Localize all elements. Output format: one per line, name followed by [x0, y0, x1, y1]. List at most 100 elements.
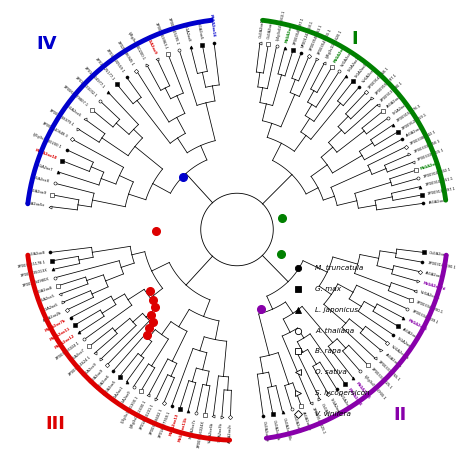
Text: XP003359963.1: XP003359963.1 — [154, 22, 168, 50]
Text: AtGA2ox5x: AtGA2ox5x — [25, 202, 45, 208]
Text: AtGA2ox2d: AtGA2ox2d — [425, 271, 446, 280]
Text: IV: IV — [36, 35, 57, 53]
Text: A. thaliana: A. thaliana — [315, 328, 355, 334]
Text: XP014620559.1: XP014620559.1 — [105, 48, 125, 74]
Text: MtGA2ox7d: MtGA2ox7d — [422, 281, 446, 291]
Text: XP0065379807.1: XP0065379807.1 — [63, 85, 89, 108]
Text: MtGA2ox7b: MtGA2ox7b — [45, 319, 67, 333]
Text: SlGA2ox8: SlGA2ox8 — [183, 24, 191, 43]
Text: VvGA2ox2: VvGA2ox2 — [362, 67, 377, 84]
Text: XP009151197.1: XP009151197.1 — [374, 73, 398, 96]
Text: VvGA2ox6b: VvGA2ox6b — [208, 421, 215, 443]
Text: SlGA2ox1: SlGA2ox1 — [111, 385, 125, 402]
Text: XP014625177.1: XP014625177.1 — [94, 57, 115, 82]
Text: XP009132897.1: XP009132897.1 — [427, 187, 456, 196]
Text: AtGA2ox4: AtGA2ox4 — [406, 126, 424, 138]
Text: XP003540648.3: XP003540648.3 — [41, 121, 68, 138]
Text: V. vinifera: V. vinifera — [315, 411, 351, 417]
Text: MtGA2ox2: MtGA2ox2 — [284, 21, 293, 43]
Text: XP014631032.1: XP014631032.1 — [74, 76, 97, 99]
Text: O. sativa: O. sativa — [315, 369, 347, 375]
Text: OsGA2ox6: OsGA2ox6 — [96, 374, 111, 391]
Text: MtGA2ox11b: MtGA2ox11b — [178, 416, 189, 442]
Text: MtGA2ox1: MtGA2ox1 — [333, 43, 347, 64]
Text: XP009125359.1: XP009125359.1 — [401, 112, 428, 131]
Text: XP003335856.1: XP003335856.1 — [414, 139, 442, 154]
Text: SlGA2ox9: SlGA2ox9 — [119, 390, 132, 407]
Text: NP001242558.1: NP001242558.1 — [301, 20, 315, 48]
Text: VvGA2ox1: VvGA2ox1 — [340, 50, 354, 68]
Text: OsGA2ox2: OsGA2ox2 — [320, 403, 332, 421]
Text: SlGA2ox10: SlGA2ox10 — [347, 54, 363, 73]
Text: OsGA2ox8: OsGA2ox8 — [26, 251, 45, 257]
Text: MtGA2ox12: MtGA2ox12 — [54, 334, 76, 350]
Text: SlGA2ox2b: SlGA2ox2b — [329, 398, 342, 417]
Text: XP009106551.1: XP009106551.1 — [425, 177, 454, 187]
Text: AtGA2ox2c: AtGA2ox2c — [228, 423, 232, 443]
Text: OsGA2ox7b: OsGA2ox7b — [262, 421, 269, 442]
Text: OsGA2ox9: OsGA2ox9 — [89, 368, 104, 384]
Text: OsGA2ox10b: OsGA2ox10b — [282, 417, 292, 441]
Text: OsGA2ox5: OsGA2ox5 — [103, 380, 118, 397]
Text: XP003545897.1: XP003545897.1 — [293, 16, 305, 45]
Text: SlGA2ox2: SlGA2ox2 — [355, 62, 369, 78]
Text: XP003556024X: XP003556024X — [197, 420, 206, 448]
Text: M. truncatula: M. truncatula — [315, 265, 364, 271]
Text: SlGA2ox4: SlGA2ox4 — [396, 336, 413, 349]
Text: III: III — [46, 415, 65, 433]
Text: VvGA2ox5c: VvGA2ox5c — [419, 291, 440, 301]
Text: S. lycopersicon: S. lycopersicon — [315, 390, 370, 396]
Text: XP003144490.1: XP003144490.1 — [427, 261, 456, 270]
Text: G. max: G. max — [315, 286, 341, 292]
Text: AtGA2ox8: AtGA2ox8 — [35, 286, 53, 295]
Text: XP014624977.1: XP014624977.1 — [83, 66, 106, 90]
Text: XP003345990.1: XP003345990.1 — [416, 300, 444, 315]
Text: XP009131780.1: XP009131780.1 — [380, 80, 404, 102]
Text: MtGA2ox3: MtGA2ox3 — [420, 160, 441, 170]
Text: MtGA2ox11: MtGA2ox11 — [49, 326, 71, 341]
Text: XP014610201.1: XP014610201.1 — [139, 404, 155, 431]
Text: MtGA2ox5: MtGA2ox5 — [355, 381, 371, 400]
Text: OsGA2ox9: OsGA2ox9 — [27, 188, 47, 196]
Text: LjBg3v1015420.1: LjBg3v1015420.1 — [325, 29, 344, 59]
Text: XP003134980X: XP003134980X — [22, 277, 50, 288]
Text: SlGA2ox3: SlGA2ox3 — [392, 102, 408, 116]
Text: OsGA2ox3: OsGA2ox3 — [292, 414, 301, 433]
Text: L. japonicus: L. japonicus — [315, 307, 358, 313]
Text: OsGA2ox7c: OsGA2ox7c — [429, 251, 450, 258]
Text: AtGA2ox8b: AtGA2ox8b — [384, 352, 402, 368]
Text: XP003501178.1: XP003501178.1 — [18, 260, 46, 269]
Text: XP003336825.1: XP003336825.1 — [370, 367, 393, 391]
Text: AtGA2ox4b: AtGA2ox4b — [301, 411, 312, 431]
Text: XP003135013X: XP003135013X — [20, 269, 48, 278]
Text: AtGA2ox1: AtGA2ox1 — [428, 198, 447, 205]
Text: LjBg3v3500200.1: LjBg3v3500200.1 — [127, 31, 146, 61]
Text: XP003345839.1: XP003345839.1 — [411, 309, 439, 325]
Text: XP003380042.1: XP003380042.1 — [410, 130, 438, 146]
Text: OsGA2ox8b: OsGA2ox8b — [272, 419, 280, 441]
Text: OsGA2ox10: OsGA2ox10 — [259, 16, 265, 37]
Text: MtGA2ox10: MtGA2ox10 — [35, 148, 58, 160]
Text: MtGA2ox6: MtGA2ox6 — [407, 319, 428, 332]
Text: VvGA2ox4: VvGA2ox4 — [338, 393, 351, 410]
Text: Lj0g3v0221900.1: Lj0g3v0221900.1 — [363, 374, 386, 401]
Text: VvGA2ox8: VvGA2ox8 — [31, 175, 50, 184]
Text: XP003556024.1: XP003556024.1 — [55, 341, 81, 361]
Text: XP014627769.1: XP014627769.1 — [158, 410, 172, 438]
Text: AtGA2ox5: AtGA2ox5 — [196, 21, 203, 40]
Text: VvGA2ox7: VvGA2ox7 — [69, 348, 86, 363]
Text: I: I — [352, 30, 358, 48]
Text: B. rapa: B. rapa — [315, 348, 342, 355]
Text: XP003543295.1: XP003543295.1 — [167, 17, 180, 46]
Text: OsGA2ox7: OsGA2ox7 — [267, 20, 274, 39]
Text: AtGA2ox2: AtGA2ox2 — [386, 95, 402, 109]
Text: VvGA2ox9: VvGA2ox9 — [82, 361, 98, 377]
Text: MtGA2ox4: MtGA2ox4 — [346, 387, 362, 406]
Text: VvGA2ox5: VvGA2ox5 — [37, 294, 56, 304]
Text: XP003543155.1: XP003543155.1 — [317, 27, 333, 55]
Text: XP003554624.1: XP003554624.1 — [68, 355, 92, 377]
Text: LjBg3v0852430.1: LjBg3v0852430.1 — [129, 399, 147, 429]
Text: MtGA2ox7c: MtGA2ox7c — [189, 418, 197, 439]
Text: SlGA2ox3b: SlGA2ox3b — [218, 422, 223, 442]
Text: AtGA2ox2b: AtGA2ox2b — [43, 310, 63, 323]
